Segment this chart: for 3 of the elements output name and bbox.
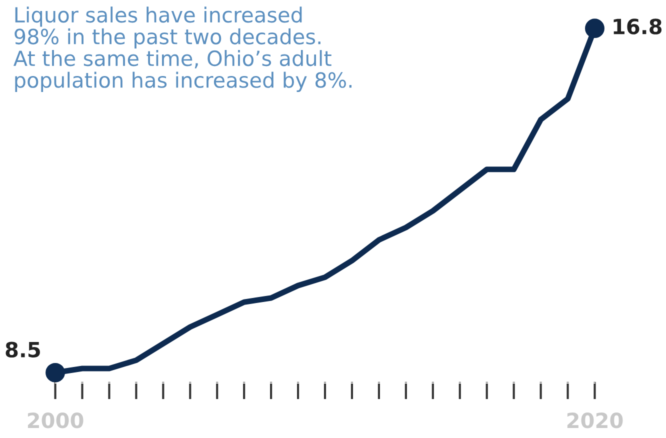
data-label: 16.8 [614,18,662,34]
data-label: 8.5 [6,342,40,358]
annotation: Liquor sales have increased 98% in the past two decades. At the same time, Ohio’s adult population has increased by 8%. [13,6,352,92]
